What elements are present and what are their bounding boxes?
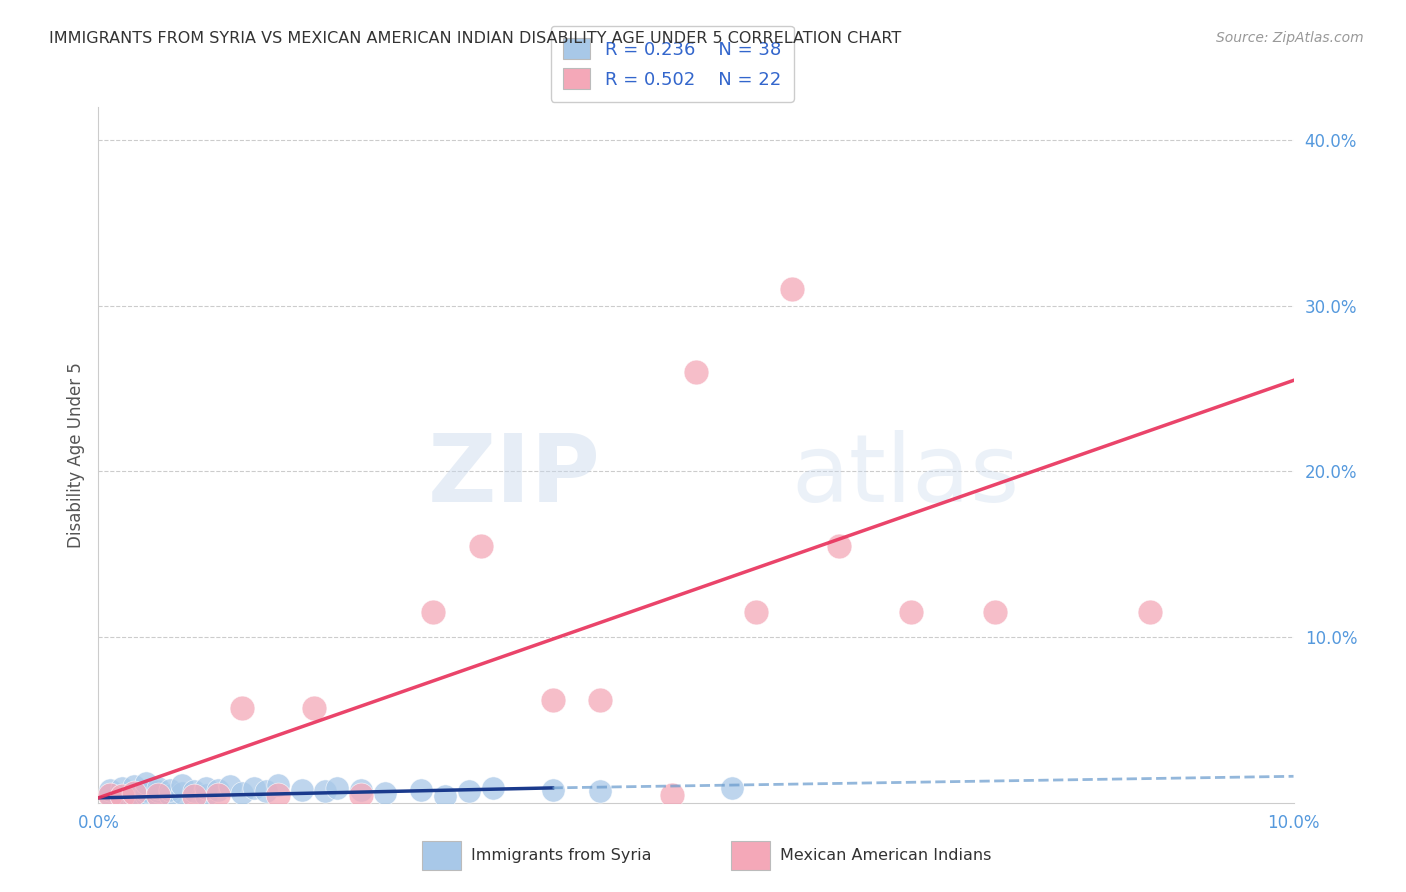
Point — [900, 605, 922, 619]
Point — [231, 701, 253, 715]
Point — [135, 788, 157, 802]
Point — [326, 780, 349, 795]
Point — [111, 789, 134, 804]
Point — [1139, 605, 1161, 619]
Point — [243, 780, 266, 795]
Point — [541, 693, 564, 707]
Point — [984, 605, 1007, 619]
Point — [207, 782, 229, 797]
Point — [98, 788, 122, 802]
Text: atlas: atlas — [792, 430, 1019, 522]
Point — [374, 786, 396, 800]
Point — [183, 784, 205, 798]
Point — [148, 784, 170, 798]
Point — [267, 778, 290, 792]
Point — [172, 786, 194, 800]
Point — [828, 539, 851, 553]
Point — [98, 788, 122, 802]
Text: Source: ZipAtlas.com: Source: ZipAtlas.com — [1216, 31, 1364, 45]
Point — [124, 786, 146, 800]
Point — [780, 282, 803, 296]
Point — [302, 701, 325, 715]
Point — [589, 784, 612, 798]
Point — [350, 788, 373, 802]
Point — [482, 780, 505, 795]
Point — [589, 693, 612, 707]
Point — [721, 780, 744, 795]
Point — [254, 784, 277, 798]
Point — [411, 782, 433, 797]
Point — [148, 789, 170, 804]
Point — [135, 784, 157, 798]
Point — [159, 788, 181, 802]
Text: Immigrants from Syria: Immigrants from Syria — [471, 848, 651, 863]
Point — [470, 539, 492, 553]
Point — [661, 788, 683, 802]
Y-axis label: Disability Age Under 5: Disability Age Under 5 — [66, 362, 84, 548]
Point — [231, 786, 253, 800]
Point — [745, 605, 768, 619]
Point — [148, 788, 170, 802]
Point — [124, 779, 146, 793]
Point — [458, 784, 481, 798]
Point — [135, 776, 157, 790]
Point — [422, 605, 444, 619]
Point — [291, 782, 314, 797]
Point — [195, 780, 218, 795]
Point — [98, 782, 122, 797]
Point — [124, 786, 146, 800]
Point — [111, 780, 134, 795]
Point — [183, 789, 205, 804]
Point — [685, 365, 707, 379]
Point — [172, 778, 194, 792]
Point — [219, 779, 242, 793]
Point — [541, 782, 564, 797]
Point — [195, 788, 218, 802]
Point — [315, 784, 337, 798]
Point — [434, 789, 457, 804]
Text: IMMIGRANTS FROM SYRIA VS MEXICAN AMERICAN INDIAN DISABILITY AGE UNDER 5 CORRELAT: IMMIGRANTS FROM SYRIA VS MEXICAN AMERICA… — [49, 31, 901, 46]
Point — [124, 790, 146, 805]
Text: Mexican American Indians: Mexican American Indians — [780, 848, 991, 863]
Point — [207, 788, 229, 802]
Text: ZIP: ZIP — [427, 430, 600, 522]
Point — [267, 788, 290, 802]
Point — [159, 782, 181, 797]
Point — [148, 780, 170, 795]
Point — [350, 782, 373, 797]
Legend: R = 0.236    N = 38, R = 0.502    N = 22: R = 0.236 N = 38, R = 0.502 N = 22 — [551, 26, 793, 102]
Point — [111, 789, 134, 804]
